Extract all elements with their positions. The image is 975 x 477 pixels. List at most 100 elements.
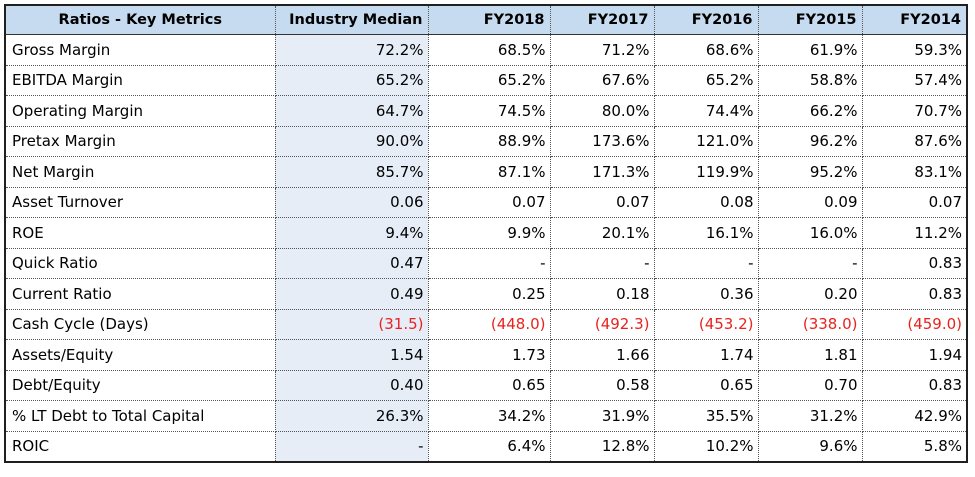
fiscal-year-cell: 16.0% xyxy=(758,217,863,249)
fiscal-year-cell: 70.7% xyxy=(862,95,967,127)
fiscal-year-cell: 35.5% xyxy=(654,400,759,432)
fiscal-year-cell: 58.8% xyxy=(758,65,863,96)
fiscal-year-cell: (338.0) xyxy=(758,309,863,340)
fiscal-year-cell: 0.65 xyxy=(428,370,551,401)
fiscal-year-cell: 31.9% xyxy=(550,400,655,432)
industry-median-cell: 0.49 xyxy=(275,278,429,310)
table-row: ROE 9.4% 9.9% 20.1% 16.1% 16.0% 11.2% xyxy=(5,217,967,249)
ratios-table-container: Ratios - Key Metrics Industry Median FY2… xyxy=(4,4,968,463)
industry-median-cell: 0.40 xyxy=(275,370,429,401)
metric-label: Pretax Margin xyxy=(5,126,276,157)
table-row: % LT Debt to Total Capital 26.3% 34.2% 31.9… xyxy=(5,400,967,432)
fiscal-year-cell: 61.9% xyxy=(758,34,863,66)
fiscal-year-cell: 0.83 xyxy=(862,370,967,401)
fiscal-year-cell: - xyxy=(550,248,655,279)
metric-label: ROIC xyxy=(5,431,276,462)
table-row: Cash Cycle (Days) (31.5) (448.0) (492.3) (45… xyxy=(5,309,967,340)
metric-label: Gross Margin xyxy=(5,34,276,66)
fiscal-year-cell: 0.36 xyxy=(654,278,759,310)
fiscal-year-cell: 1.73 xyxy=(428,339,551,371)
header-row: Ratios - Key Metrics Industry Median FY2… xyxy=(5,5,967,35)
fiscal-year-cell: 42.9% xyxy=(862,400,967,432)
fiscal-year-cell: 0.83 xyxy=(862,278,967,310)
fiscal-year-cell: 0.07 xyxy=(428,187,551,218)
industry-median-cell: 26.3% xyxy=(275,400,429,432)
fiscal-year-cell: 0.58 xyxy=(550,370,655,401)
fiscal-year-cell: 9.9% xyxy=(428,217,551,249)
key-metrics-table: Ratios - Key Metrics Industry Median FY2… xyxy=(4,4,968,463)
fiscal-year-cell: 0.65 xyxy=(654,370,759,401)
fiscal-year-cell: 11.2% xyxy=(862,217,967,249)
metric-label: Cash Cycle (Days) xyxy=(5,309,276,340)
industry-median-cell: 9.4% xyxy=(275,217,429,249)
industry-median-cell: 0.06 xyxy=(275,187,429,218)
fiscal-year-cell: (459.0) xyxy=(862,309,967,340)
fiscal-year-cell: 87.1% xyxy=(428,156,551,188)
fiscal-year-cell: 0.20 xyxy=(758,278,863,310)
fiscal-year-cell: 71.2% xyxy=(550,34,655,66)
industry-median-cell: 64.7% xyxy=(275,95,429,127)
fiscal-year-cell: 65.2% xyxy=(654,65,759,96)
industry-median-cell: (31.5) xyxy=(275,309,429,340)
fiscal-year-cell: 1.81 xyxy=(758,339,863,371)
industry-median-cell: 1.54 xyxy=(275,339,429,371)
fiscal-year-cell: 34.2% xyxy=(428,400,551,432)
industry-median-cell: 65.2% xyxy=(275,65,429,96)
fiscal-year-cell: 59.3% xyxy=(862,34,967,66)
metric-label: Asset Turnover xyxy=(5,187,276,218)
fiscal-year-cell: 0.07 xyxy=(550,187,655,218)
fiscal-year-cell: 6.4% xyxy=(428,431,551,462)
industry-median-cell: 0.47 xyxy=(275,248,429,279)
industry-median-cell: 72.2% xyxy=(275,34,429,66)
fiscal-year-cell: 0.70 xyxy=(758,370,863,401)
table-row: Gross Margin 72.2% 68.5% 71.2% 68.6% 61.9% 59.… xyxy=(5,34,967,66)
table-row: Asset Turnover 0.06 0.07 0.07 0.08 0.09 0.07 xyxy=(5,187,967,218)
metric-label: Net Margin xyxy=(5,156,276,188)
fiscal-year-cell: 74.4% xyxy=(654,95,759,127)
industry-median-cell: 90.0% xyxy=(275,126,429,157)
fiscal-year-cell: 57.4% xyxy=(862,65,967,96)
fiscal-year-cell: 9.6% xyxy=(758,431,863,462)
fiscal-year-cell: (492.3) xyxy=(550,309,655,340)
fiscal-year-cell: 5.8% xyxy=(923,437,962,456)
fiscal-year-cell: 96.2% xyxy=(758,126,863,157)
fiscal-year-cell: 0.07 xyxy=(862,187,967,218)
industry-median-cell: 85.7% xyxy=(275,156,429,188)
table-row: Pretax Margin 90.0% 88.9% 173.6% 121.0% 96.2%… xyxy=(5,126,967,157)
fiscal-year-cell: 119.9% xyxy=(654,156,759,188)
fiscal-year-cell: 80.0% xyxy=(550,95,655,127)
fiscal-year-cell: 173.6% xyxy=(550,126,655,157)
fiscal-year-cell: (448.0) xyxy=(428,309,551,340)
fiscal-year-cell: 0.08 xyxy=(654,187,759,218)
fiscal-year-cell: 12.8% xyxy=(550,431,655,462)
fiscal-year-cell: 68.5% xyxy=(428,34,551,66)
fiscal-year-cell: 66.2% xyxy=(758,95,863,127)
fiscal-year-cell: 0.09 xyxy=(758,187,863,218)
fiscal-year-cell: 1.74 xyxy=(654,339,759,371)
fiscal-year-cell: 95.2% xyxy=(758,156,863,188)
fiscal-year-cell: 65.2% xyxy=(428,65,551,96)
metric-label: Operating Margin xyxy=(5,95,276,127)
table-row: Current Ratio 0.49 0.25 0.18 0.36 0.20 0.83 xyxy=(5,278,967,310)
table-row: Debt/Equity 0.40 0.65 0.58 0.65 0.70 0.83 xyxy=(5,370,967,401)
table-row: Net Margin 85.7% 87.1% 171.3% 119.9% 95.2% 83.… xyxy=(5,156,967,188)
fiscal-year-cell: 83.1% xyxy=(862,156,967,188)
fiscal-year-cell: 1.66 xyxy=(550,339,655,371)
metric-label: Quick Ratio xyxy=(5,248,276,279)
fiscal-year-cell: 10.2% xyxy=(654,431,759,462)
fiscal-year-cell: 74.5% xyxy=(428,95,551,127)
table-body: Gross Margin 72.2% 68.5% 71.2% 68.6% 61.9% 59.… xyxy=(5,34,967,462)
fiscal-year-cell: 171.3% xyxy=(550,156,655,188)
fiscal-year-cell: 31.2% xyxy=(758,400,863,432)
fiscal-year-cell: 0.83 xyxy=(862,248,967,279)
industry-median-cell: - xyxy=(275,431,429,462)
metric-label: % LT Debt to Total Capital xyxy=(5,400,276,432)
metric-label: EBITDA Margin xyxy=(5,65,276,96)
fiscal-year-cell: 67.6% xyxy=(550,65,655,96)
fiscal-year-cell: 87.6% xyxy=(862,126,967,157)
header-fy2018: FY2018 xyxy=(428,5,551,35)
fiscal-year-cell: - xyxy=(654,248,759,279)
fiscal-year-cell: - xyxy=(758,248,863,279)
table-row: EBITDA Margin 65.2% 65.2% 67.6% 65.2% 58.8% 57… xyxy=(5,65,967,96)
header-metric: Ratios - Key Metrics xyxy=(5,5,276,35)
